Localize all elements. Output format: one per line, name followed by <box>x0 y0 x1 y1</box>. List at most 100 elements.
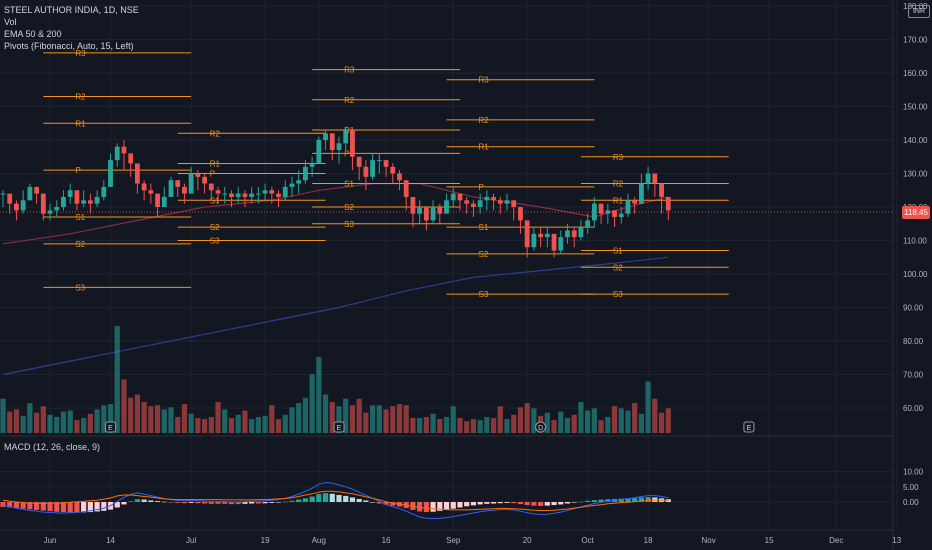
candle-body[interactable] <box>94 196 100 204</box>
candle-body[interactable] <box>524 220 530 248</box>
candle-body[interactable] <box>255 193 261 195</box>
candle-body[interactable] <box>7 193 13 204</box>
candle-body[interactable] <box>54 207 60 211</box>
candle-body[interactable] <box>135 163 140 184</box>
candle-body[interactable] <box>296 180 302 184</box>
candle-body[interactable] <box>370 160 375 177</box>
candle-body[interactable] <box>316 140 322 164</box>
candle-body[interactable] <box>87 200 93 204</box>
candle-body[interactable] <box>618 213 624 218</box>
candle-body[interactable] <box>161 196 167 207</box>
candle-body[interactable] <box>14 203 19 211</box>
candle-body[interactable] <box>645 173 651 184</box>
candle-body[interactable] <box>376 160 382 162</box>
candle-body[interactable] <box>222 193 228 195</box>
candle-body[interactable] <box>114 146 120 161</box>
candle-body[interactable] <box>155 193 160 207</box>
candle-body[interactable] <box>101 186 107 197</box>
candle-body[interactable] <box>67 190 73 197</box>
time-axis[interactable]: Jun 14 Jul 19 Aug 16 Sep 20 Oct 18 Nov 15 Dec 13 <box>44 536 902 545</box>
candle-body[interactable] <box>497 200 503 204</box>
candle-body[interactable] <box>464 200 470 204</box>
candle-body[interactable] <box>81 200 87 204</box>
candle-body[interactable] <box>471 203 476 207</box>
candlesticks[interactable] <box>0 126 893 258</box>
candle-body[interactable] <box>208 183 214 191</box>
candle-body[interactable] <box>329 133 335 151</box>
candle-body[interactable] <box>229 193 234 197</box>
legend-pivots[interactable]: Pivots (Fibonacci, Auto, 15, Left) <box>4 41 134 51</box>
candle-body[interactable] <box>309 163 315 167</box>
candle-body[interactable] <box>585 220 591 228</box>
candle-body[interactable] <box>323 133 328 140</box>
candle-body[interactable] <box>350 129 355 157</box>
candle-body[interactable] <box>598 203 604 214</box>
candle-body[interactable] <box>659 183 664 197</box>
candle-body[interactable] <box>531 233 537 248</box>
macd-pane[interactable] <box>0 481 671 520</box>
candle-body[interactable] <box>262 190 268 194</box>
candle-body[interactable] <box>188 173 194 194</box>
candle-body[interactable] <box>403 180 409 197</box>
candle-body[interactable] <box>565 230 570 238</box>
candle-body[interactable] <box>108 160 113 187</box>
candle-body[interactable] <box>336 143 342 151</box>
candle-body[interactable] <box>235 193 241 197</box>
candle-body[interactable] <box>397 173 402 181</box>
candle-body[interactable] <box>518 207 523 221</box>
candle-body[interactable] <box>34 186 39 194</box>
candle-body[interactable] <box>444 200 449 214</box>
candle-body[interactable] <box>215 190 221 194</box>
candle-body[interactable] <box>363 166 369 177</box>
macd-legend[interactable]: MACD (12, 26, close, 9) <box>4 441 100 453</box>
candle-body[interactable] <box>182 186 187 194</box>
candle-body[interactable] <box>423 207 429 221</box>
candle-body[interactable] <box>417 207 423 214</box>
candle-body[interactable] <box>504 200 510 204</box>
earnings-marker[interactable] <box>743 421 755 433</box>
candle-body[interactable] <box>141 183 147 191</box>
candle-body[interactable] <box>477 200 483 207</box>
candle-body[interactable] <box>0 193 6 195</box>
candle-body[interactable] <box>538 233 543 238</box>
candle-body[interactable] <box>632 200 638 204</box>
candle-body[interactable] <box>47 210 53 214</box>
candle-body[interactable] <box>249 193 255 197</box>
candle-body[interactable] <box>276 193 281 197</box>
candle-body[interactable] <box>128 153 134 164</box>
candle-body[interactable] <box>430 207 436 221</box>
candle-body[interactable] <box>450 193 456 201</box>
candle-body[interactable] <box>269 190 275 194</box>
candle-body[interactable] <box>168 180 174 197</box>
earnings-marker[interactable] <box>333 421 345 433</box>
candle-body[interactable] <box>578 227 584 238</box>
candle-body[interactable] <box>390 166 396 174</box>
candle-body[interactable] <box>148 190 154 194</box>
candle-body[interactable] <box>303 166 308 181</box>
candle-body[interactable] <box>491 196 496 201</box>
candle-body[interactable] <box>605 210 611 214</box>
candle-body[interactable] <box>484 196 490 201</box>
candle-body[interactable] <box>282 186 288 197</box>
candle-body[interactable] <box>558 237 564 251</box>
candle-body[interactable] <box>410 196 416 214</box>
candle-body[interactable] <box>652 173 658 184</box>
macd-title[interactable]: MACD (12, 26, close, 9) <box>4 442 101 452</box>
candle-body[interactable] <box>356 156 362 167</box>
candle-body[interactable] <box>551 233 557 251</box>
dividend-marker[interactable] <box>535 421 547 433</box>
candle-body[interactable] <box>457 193 463 201</box>
candle-body[interactable] <box>121 146 127 154</box>
candle-body[interactable] <box>27 186 33 201</box>
earnings-marker[interactable] <box>105 421 117 433</box>
candle-body[interactable] <box>242 193 248 197</box>
candle-body[interactable] <box>343 129 349 144</box>
candle-body[interactable] <box>612 210 617 218</box>
candle-body[interactable] <box>61 196 66 207</box>
candle-body[interactable] <box>383 160 389 167</box>
candle-body[interactable] <box>511 200 517 207</box>
candle-body[interactable] <box>665 196 671 211</box>
candle-body[interactable] <box>175 180 181 187</box>
